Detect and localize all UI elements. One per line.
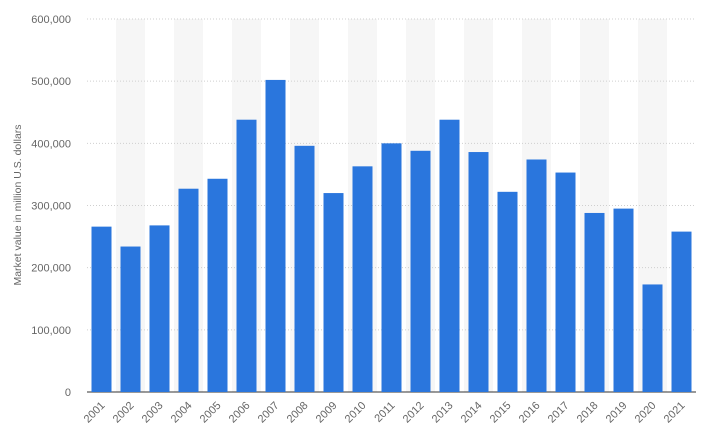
bar[interactable] bbox=[294, 145, 315, 392]
x-tick-label: 2018 bbox=[575, 400, 601, 426]
y-tick-label: 400,000 bbox=[31, 138, 71, 150]
y-tick-label: 300,000 bbox=[31, 201, 71, 213]
bars bbox=[91, 79, 692, 393]
x-tick-label: 2005 bbox=[198, 400, 224, 426]
x-tick-label: 2021 bbox=[662, 400, 688, 426]
x-tick-label: 2007 bbox=[256, 400, 282, 426]
x-tick-label: 2012 bbox=[401, 400, 427, 426]
bar[interactable] bbox=[439, 119, 460, 393]
x-tick-label: 2002 bbox=[111, 400, 137, 426]
y-tick-label: 600,000 bbox=[31, 14, 71, 26]
y-tick-label: 100,000 bbox=[31, 325, 71, 337]
bar[interactable] bbox=[381, 143, 402, 392]
x-tick-label: 2006 bbox=[227, 400, 253, 426]
x-tick-label: 2011 bbox=[372, 400, 397, 425]
bar[interactable] bbox=[497, 191, 518, 392]
bar[interactable] bbox=[352, 166, 373, 392]
x-tick-label: 2009 bbox=[314, 400, 340, 426]
bar[interactable] bbox=[149, 225, 170, 392]
y-tick-label: 500,000 bbox=[31, 76, 71, 88]
bar[interactable] bbox=[120, 246, 141, 392]
bar[interactable] bbox=[584, 212, 605, 392]
y-axis-title: Market value in million U.S. dollars bbox=[12, 124, 24, 285]
bar[interactable] bbox=[613, 208, 634, 392]
bar[interactable] bbox=[265, 79, 286, 392]
x-tick-label: 2020 bbox=[633, 400, 659, 426]
bar[interactable] bbox=[671, 231, 692, 392]
x-tick-label: 2016 bbox=[517, 400, 543, 426]
x-tick-label: 2015 bbox=[488, 400, 514, 426]
bar[interactable] bbox=[555, 172, 576, 392]
bar[interactable] bbox=[323, 193, 344, 392]
bar[interactable] bbox=[410, 150, 431, 392]
x-tick-label: 2019 bbox=[604, 400, 630, 426]
x-tick-label: 2003 bbox=[140, 400, 166, 426]
bar[interactable] bbox=[207, 178, 228, 392]
bar[interactable] bbox=[91, 226, 112, 392]
x-tick-label: 2001 bbox=[82, 400, 108, 426]
x-tick-label: 2013 bbox=[430, 400, 456, 426]
bar[interactable] bbox=[236, 119, 257, 393]
x-tick-label: 2004 bbox=[169, 400, 195, 426]
bar[interactable] bbox=[526, 159, 547, 392]
y-tick-label: 0 bbox=[65, 387, 71, 399]
y-tick-label: 200,000 bbox=[31, 263, 71, 275]
x-tick-label: 2010 bbox=[343, 400, 369, 426]
bar[interactable] bbox=[178, 188, 199, 392]
x-axis-ticks: 2001 2002 2003 2004 2005 2006 2007 2008 2009 2010… bbox=[82, 400, 688, 426]
x-tick-label: 2014 bbox=[459, 400, 485, 426]
bar[interactable] bbox=[642, 284, 663, 392]
bar[interactable] bbox=[468, 152, 489, 392]
x-tick-label: 2008 bbox=[285, 400, 311, 426]
x-tick-label: 2017 bbox=[546, 400, 572, 426]
y-axis-ticks: 0 100,000 200,000 300,000 400,000 500,000 600,… bbox=[31, 14, 71, 399]
